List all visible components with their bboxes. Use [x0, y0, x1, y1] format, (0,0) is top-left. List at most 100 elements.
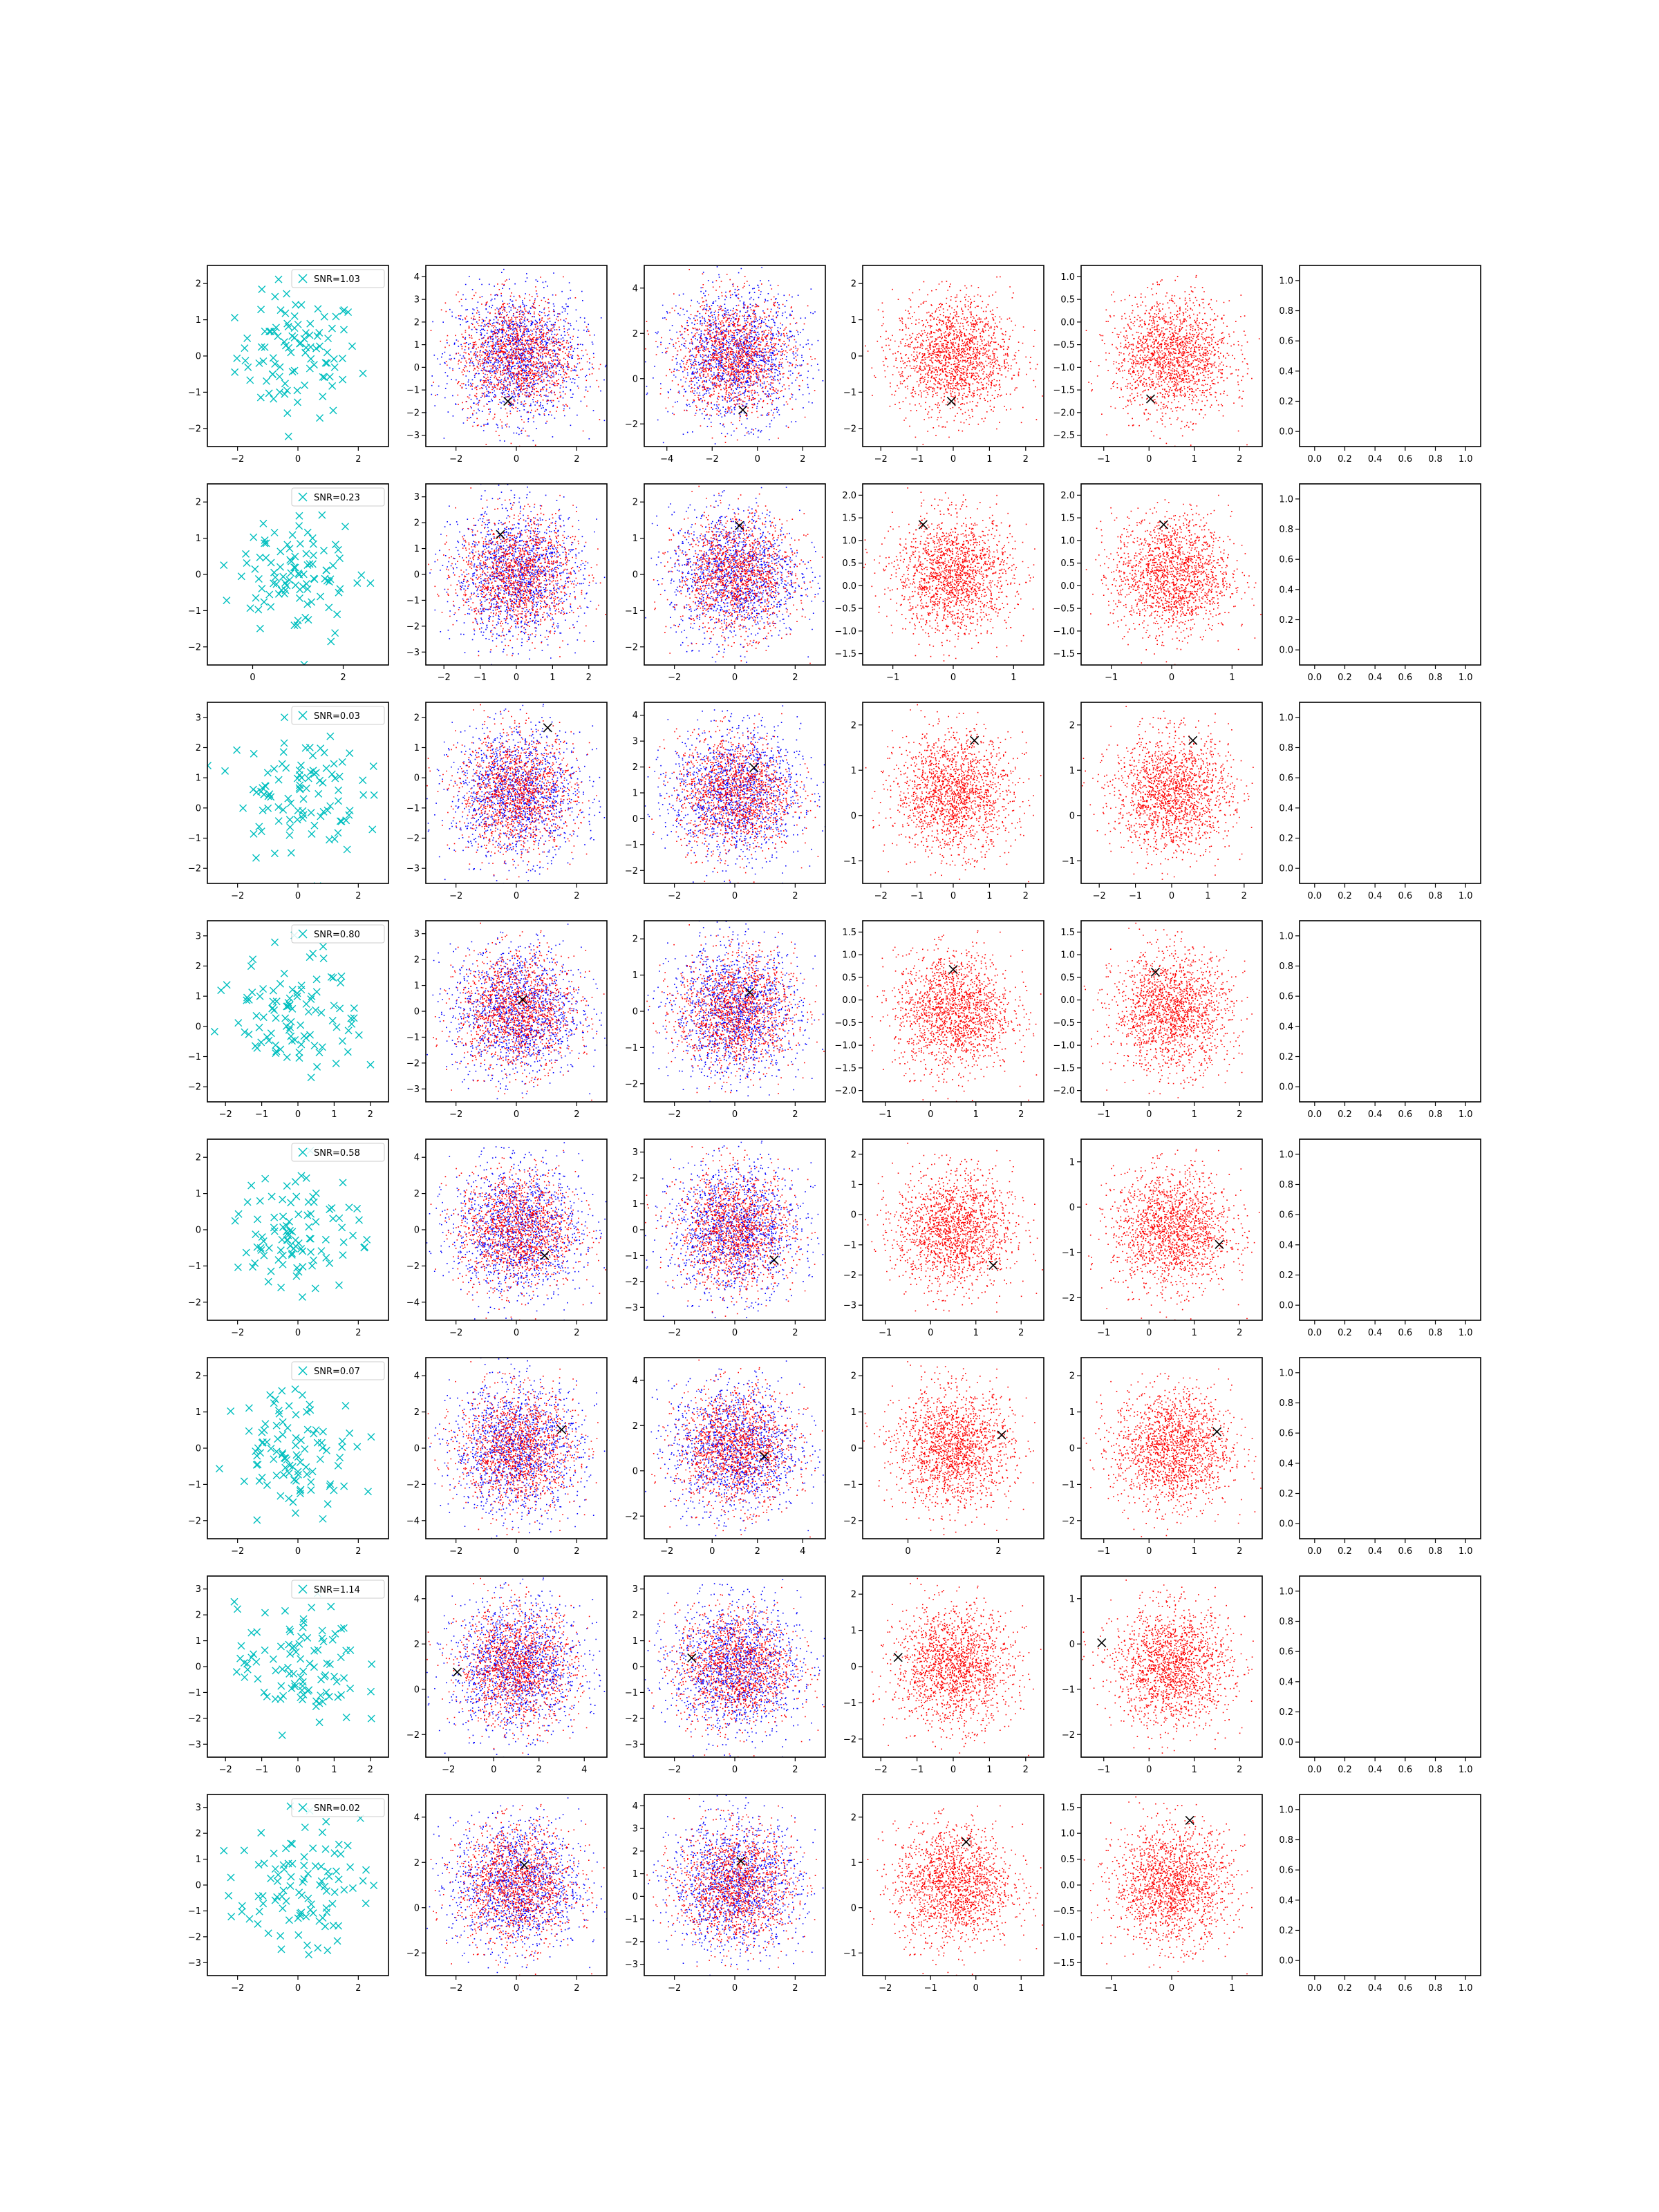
- subplot-r4-c5: −1 0 1 2−2.0−1.5−1.0−0.50.00.51.01.5: [1053, 915, 1277, 1120]
- x-tick-label: 1.0: [1459, 454, 1473, 465]
- x-tick-label: −2: [874, 891, 888, 901]
- y-tick-label: −0.5: [1053, 1906, 1075, 1917]
- data-marker: [311, 822, 318, 829]
- x-tick-label: 0: [950, 891, 956, 901]
- y-tick-label: 1.0: [1279, 1368, 1293, 1378]
- data-marker: [274, 332, 281, 339]
- data-marker: [279, 1196, 286, 1203]
- x-tick-label: 2: [355, 1983, 361, 1994]
- x-tick-label: 0.0: [1307, 454, 1322, 465]
- x-tick-label: −2: [231, 891, 244, 901]
- x-tick-label: 0.8: [1428, 1109, 1443, 1120]
- x-tick-label: 0: [1146, 1328, 1152, 1338]
- data-marker: [332, 313, 339, 320]
- marked-point-cross: [1098, 1639, 1106, 1647]
- x-tick-label: −2: [660, 1546, 673, 1557]
- data-marker: [253, 1461, 260, 1468]
- y-tick-label: −3: [625, 1960, 638, 1970]
- data-marker: [294, 816, 301, 823]
- data-marker: [252, 1259, 259, 1266]
- data-marker: [329, 1018, 336, 1024]
- y-tick-label: −1: [625, 606, 638, 617]
- y-tick-label: 0.5: [1060, 559, 1075, 569]
- data-marker: [234, 1264, 241, 1271]
- y-tick-label: 0: [1069, 1444, 1075, 1454]
- data-marker: [292, 301, 299, 308]
- x-tick-label: 0.6: [1398, 1765, 1412, 1775]
- y-tick-label: 3: [414, 295, 420, 306]
- scatter-points: [1084, 1797, 1298, 1985]
- y-tick-label: 1: [196, 1855, 201, 1865]
- x-tick-label: −1: [255, 1109, 268, 1120]
- x-tick-label: 2: [1023, 891, 1029, 901]
- x-tick-label: 2: [368, 1109, 373, 1120]
- x-tick-label: 2: [792, 1109, 798, 1120]
- y-tick-label: −1.0: [834, 626, 856, 637]
- y-tick-label: −1: [1062, 856, 1075, 867]
- data-marker: [253, 854, 260, 861]
- series-b-points: [428, 449, 614, 657]
- subplot-r8-c6: 0.0 0.2 0.4 0.6 0.8 1.00.00.20.40.60.81.0: [1279, 1794, 1481, 1994]
- data-marker: [318, 1009, 325, 1016]
- x-tick-label: 0: [295, 1328, 301, 1338]
- y-tick-label: −1.0: [1053, 1932, 1075, 1942]
- y-tick-label: 0: [632, 374, 638, 384]
- y-tick-label: −1: [406, 596, 420, 606]
- marked-point-cross: [1213, 1427, 1221, 1436]
- scatter-points: [644, 259, 874, 464]
- data-marker: [335, 787, 342, 794]
- data-marker: [306, 1553, 312, 1560]
- data-marker: [320, 955, 327, 962]
- data-marker: [248, 1182, 255, 1189]
- series-b-points: [653, 486, 861, 673]
- y-tick-label: 1: [196, 315, 201, 326]
- y-tick-label: 1.5: [1060, 1803, 1075, 1813]
- data-marker: [303, 1463, 310, 1470]
- data-marker: [336, 1215, 343, 1221]
- y-tick-label: 0: [414, 570, 420, 581]
- data-marker: [246, 1915, 253, 1922]
- x-tick-label: 0: [950, 454, 956, 465]
- x-tick-label: 0: [755, 454, 760, 465]
- y-tick-label: 0.6: [1279, 992, 1293, 1002]
- scatter-points: [216, 1386, 374, 1524]
- x-tick-label: 0.4: [1368, 891, 1382, 901]
- x-tick-label: −1: [924, 1983, 937, 1994]
- data-marker: [340, 1239, 347, 1246]
- y-tick-label: 2: [414, 317, 420, 328]
- y-tick-label: −1: [843, 856, 856, 867]
- series-b-points: [862, 449, 1059, 675]
- y-tick-label: −1: [625, 1915, 638, 1925]
- scatter-points: [395, 251, 619, 487]
- y-tick-label: −4: [406, 1297, 420, 1308]
- y-tick-label: 2: [632, 1174, 638, 1184]
- data-marker: [321, 313, 328, 320]
- data-marker: [259, 1439, 265, 1446]
- data-marker: [250, 750, 257, 757]
- data-marker: [268, 1875, 274, 1882]
- x-tick-label: −1: [1097, 454, 1110, 465]
- y-tick-label: 4: [632, 1801, 638, 1812]
- x-tick-label: 0: [295, 1109, 301, 1120]
- series-a-points: [643, 1123, 873, 1331]
- y-tick-label: −1.0: [834, 1041, 856, 1051]
- data-marker: [308, 809, 315, 816]
- x-tick-label: −2: [668, 891, 681, 901]
- y-tick-label: 0.0: [842, 995, 856, 1006]
- data-marker: [308, 1074, 315, 1081]
- data-marker: [345, 1027, 352, 1034]
- axes-frame: [426, 1576, 607, 1757]
- data-marker: [266, 591, 273, 598]
- x-tick-label: 2: [1237, 454, 1242, 465]
- x-tick-label: 1.0: [1459, 673, 1473, 683]
- data-marker: [296, 1049, 303, 1056]
- y-tick-label: 0.0: [1060, 1881, 1075, 1891]
- data-marker: [272, 1015, 279, 1022]
- data-marker: [338, 1691, 345, 1698]
- x-tick-label: 2: [355, 1546, 361, 1557]
- data-marker: [328, 638, 335, 645]
- x-tick-label: 1: [986, 454, 992, 465]
- data-marker: [288, 1251, 295, 1258]
- data-marker: [306, 332, 313, 339]
